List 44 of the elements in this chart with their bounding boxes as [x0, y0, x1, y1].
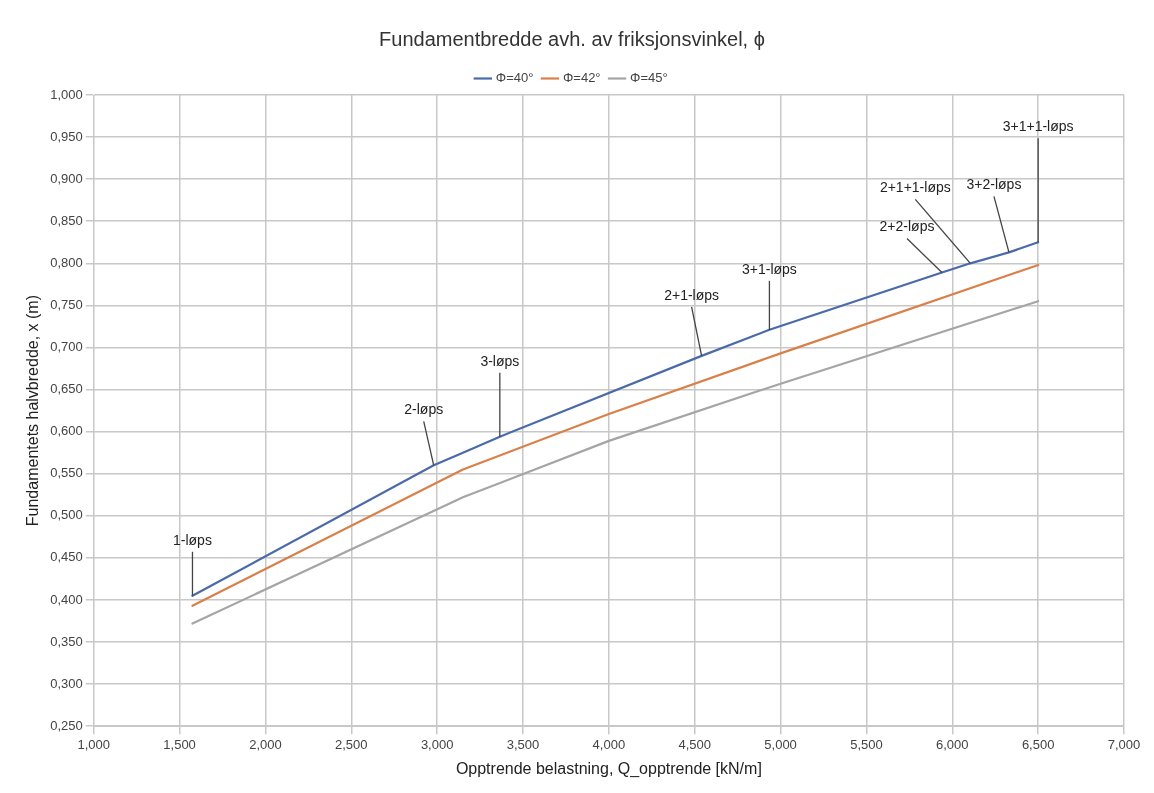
y-tick-label: 0,900: [50, 170, 83, 186]
annotation: 3+2-løps: [966, 176, 1022, 193]
x-tick-label: 4,000: [592, 736, 626, 752]
annotation: 2-løps: [404, 401, 444, 418]
annotation: 2+2-løps: [879, 218, 935, 235]
y-tick-label: 0,600: [50, 423, 83, 439]
chart-title: Fundamentbredde avh. av friksjonsvinkel, ϕ: [379, 27, 765, 50]
legend-label: Φ=45°: [630, 70, 668, 86]
y-tick-label: 0,700: [50, 339, 83, 355]
legend-label: Φ=42°: [562, 70, 601, 86]
annotation: 2+1-løps: [664, 286, 720, 303]
y-tick-label: 0,800: [50, 254, 83, 270]
legend-label: Φ=40°: [495, 70, 534, 86]
y-tick-label: 0,550: [50, 465, 83, 481]
y-tick-label: 0,350: [50, 633, 83, 649]
y-tick-label: 0,850: [50, 212, 83, 228]
y-tick-label: 0,450: [50, 549, 83, 565]
annotation: 3+1-løps: [741, 260, 797, 277]
y-tick-label: 0,750: [50, 296, 83, 312]
annotation: 3+1+1-løps: [1002, 118, 1074, 135]
y-tick-label: 0,400: [50, 591, 83, 607]
y-tick-label: 0,250: [50, 717, 83, 733]
x-tick-label: 1,500: [163, 736, 196, 752]
x-tick-label: 6,000: [936, 736, 969, 752]
x-tick-label: 4,500: [678, 736, 711, 752]
y-tick-label: 0,300: [50, 675, 83, 691]
x-tick-label: 6,500: [1021, 736, 1055, 752]
annotation: 3-løps: [480, 352, 520, 369]
x-tick-label: 1,000: [77, 736, 111, 752]
x-tick-label: 3,500: [506, 736, 540, 752]
x-axis-title: Opptrende belastning, Q_opptrende [kN/m]: [455, 759, 762, 778]
x-tick-label: 2,500: [335, 736, 368, 752]
x-tick-label: 3,000: [420, 736, 454, 752]
annotation: 1-løps: [173, 531, 212, 548]
x-tick-label: 5,000: [764, 736, 797, 752]
x-tick-label: 7,000: [1107, 736, 1141, 752]
y-tick-label: 0,950: [50, 128, 83, 144]
x-tick-label: 2,000: [249, 736, 282, 752]
y-tick-label: 1,000: [50, 86, 83, 102]
x-tick-label: 5,500: [850, 736, 883, 752]
annotation: 2+1+1-løps: [879, 179, 951, 196]
y-tick-label: 0,650: [50, 381, 83, 397]
y-tick-label: 0,500: [50, 507, 83, 523]
y-axis-title: Fundamentets halvbredde, x (m): [24, 294, 42, 527]
